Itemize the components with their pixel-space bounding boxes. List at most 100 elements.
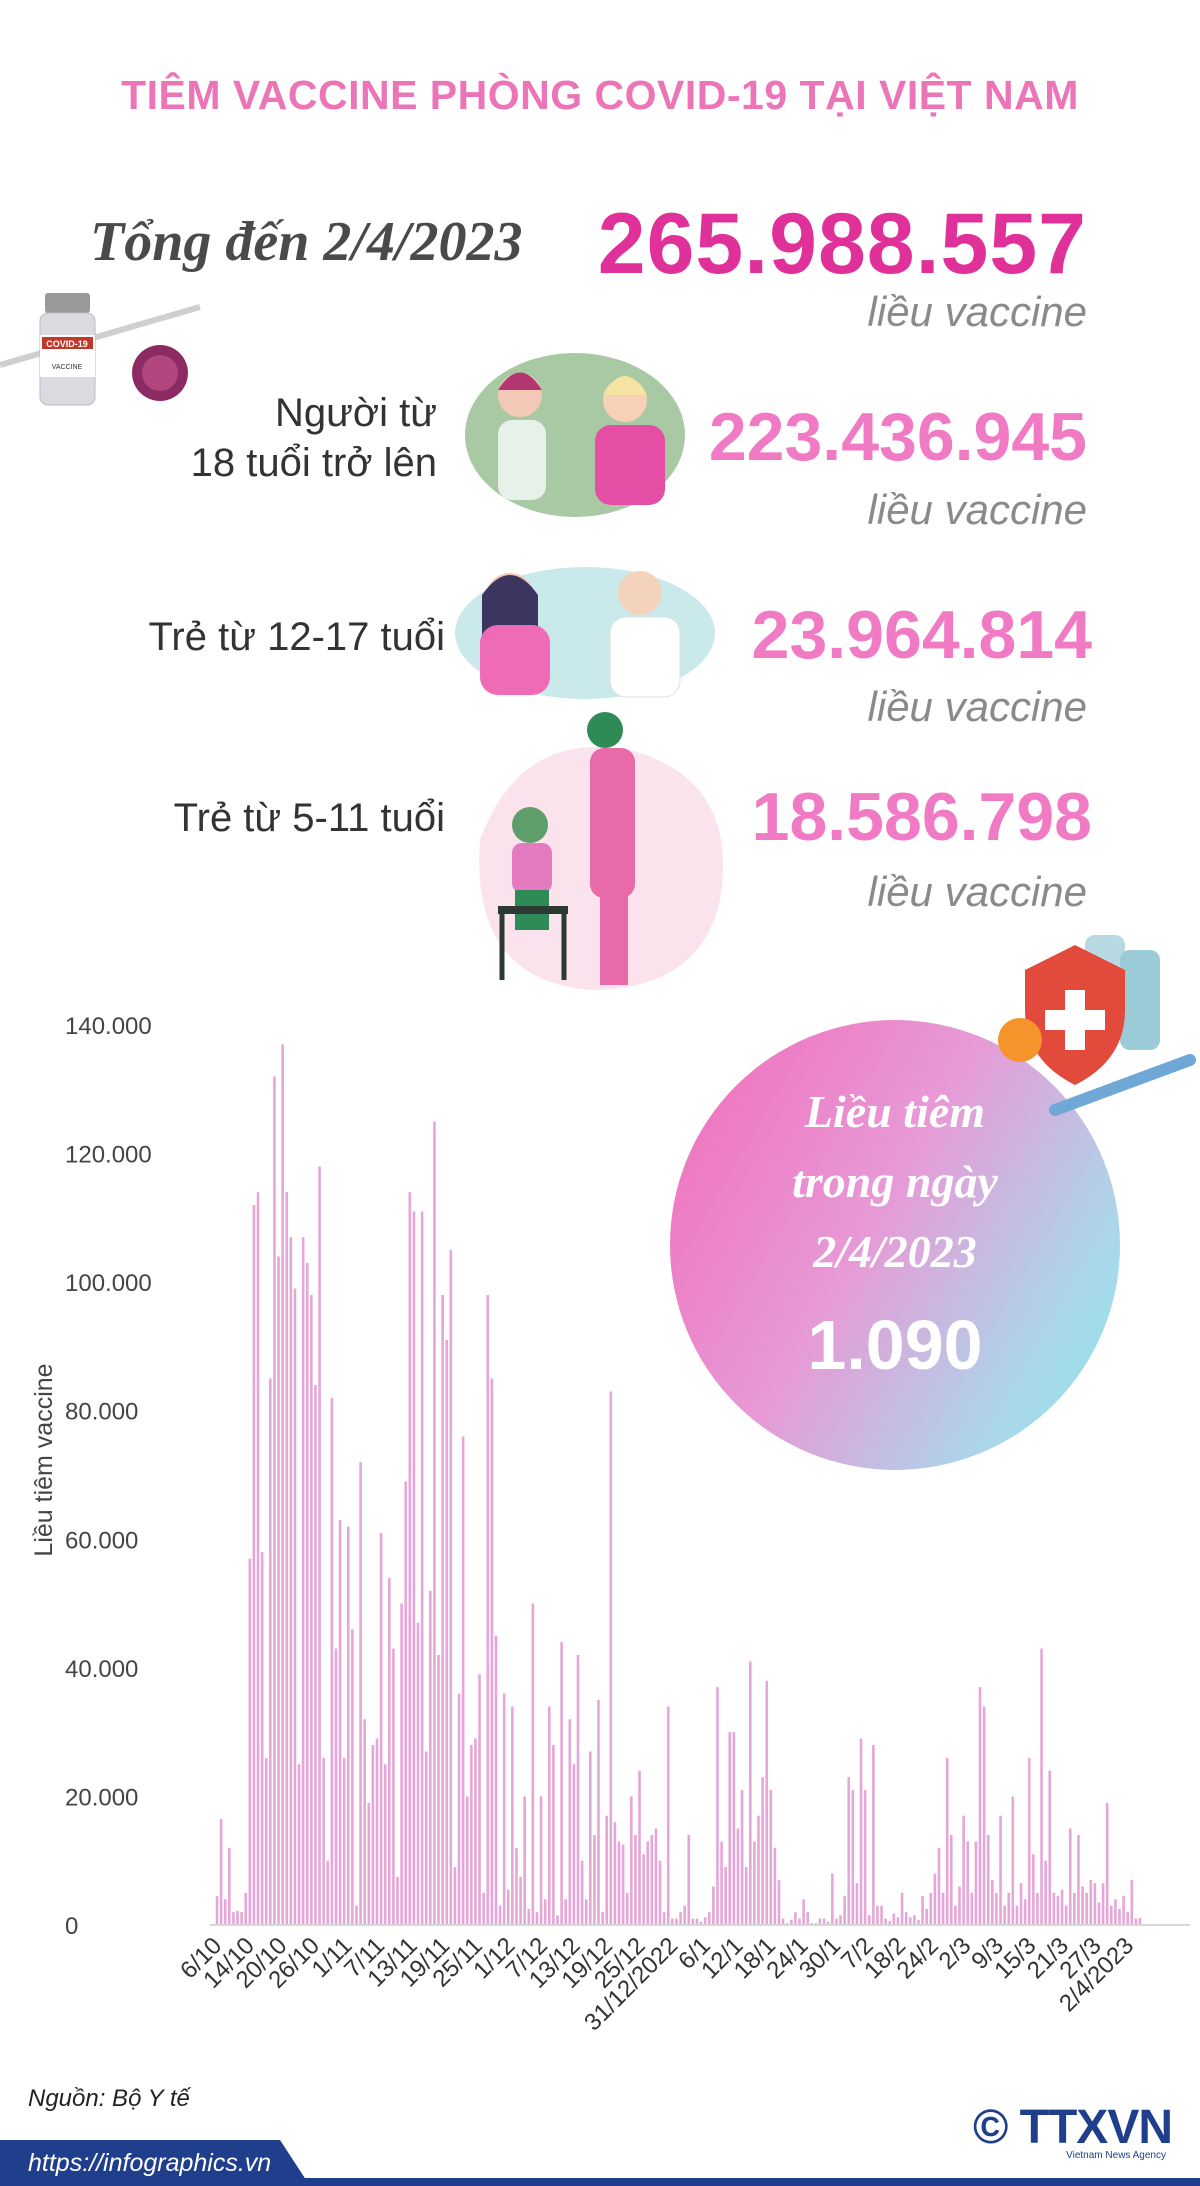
bar bbox=[962, 1815, 965, 1925]
bar bbox=[1105, 1802, 1109, 1925]
bar bbox=[941, 1892, 945, 1925]
bar bbox=[744, 1867, 748, 1925]
bar bbox=[1019, 1883, 1023, 1925]
bar bbox=[334, 1648, 338, 1925]
bar bbox=[913, 1915, 916, 1925]
website-link[interactable]: https://infographics.vn bbox=[28, 2149, 272, 2177]
group-children-label: Trẻ từ 5-11 tuổi bbox=[173, 796, 445, 840]
bar bbox=[547, 1706, 551, 1925]
bar bbox=[543, 1899, 547, 1925]
bar bbox=[712, 1886, 715, 1925]
bar bbox=[904, 1912, 908, 1925]
highlight-line1: Liều tiêm bbox=[804, 1086, 986, 1137]
bar bbox=[252, 1205, 256, 1925]
bar bbox=[699, 1921, 703, 1925]
bar bbox=[387, 1577, 391, 1925]
bar bbox=[314, 1385, 317, 1925]
bar bbox=[707, 1912, 711, 1925]
bar bbox=[531, 1603, 535, 1925]
group-adults-line2: 18 tuổi trở lên bbox=[190, 441, 437, 485]
bar bbox=[375, 1738, 379, 1925]
bar bbox=[301, 1237, 305, 1925]
bar bbox=[716, 1687, 719, 1925]
bar bbox=[474, 1738, 477, 1925]
group-teens-label: Trẻ từ 12-17 tuổi bbox=[148, 615, 445, 659]
bar bbox=[843, 1896, 846, 1925]
bar bbox=[728, 1732, 732, 1925]
bar bbox=[223, 1899, 227, 1925]
bar bbox=[609, 1391, 613, 1925]
bar bbox=[872, 1745, 875, 1925]
bar bbox=[1011, 1796, 1015, 1925]
bar bbox=[1114, 1899, 1117, 1925]
bar bbox=[822, 1918, 826, 1925]
bar bbox=[761, 1777, 764, 1925]
bar bbox=[1068, 1828, 1072, 1925]
teen-vaccination-illustration bbox=[455, 567, 715, 699]
bar bbox=[346, 1526, 350, 1925]
bar bbox=[683, 1905, 686, 1925]
bar bbox=[576, 1655, 580, 1925]
bar bbox=[1048, 1770, 1052, 1925]
highlight-line2: trong ngày bbox=[792, 1156, 998, 1207]
bar bbox=[511, 1706, 514, 1925]
bar bbox=[1052, 1892, 1056, 1925]
bar bbox=[1077, 1835, 1080, 1925]
bar bbox=[740, 1790, 744, 1925]
bar bbox=[568, 1719, 572, 1925]
y-tick-label: 20.000 bbox=[65, 1784, 138, 1811]
bar bbox=[379, 1532, 383, 1925]
bar bbox=[790, 1919, 793, 1925]
bar bbox=[412, 1211, 416, 1925]
child-vaccination-illustration bbox=[479, 712, 724, 990]
bar bbox=[986, 1835, 990, 1925]
bar bbox=[424, 1751, 428, 1925]
bar bbox=[1109, 1905, 1113, 1925]
bar bbox=[835, 1918, 838, 1925]
shield-syringe-icon bbox=[998, 935, 1196, 1116]
bar bbox=[305, 1262, 309, 1925]
bar bbox=[1003, 1905, 1006, 1925]
bar bbox=[991, 1880, 994, 1925]
bar bbox=[490, 1378, 494, 1925]
bar bbox=[777, 1880, 781, 1925]
adult-vaccination-illustration bbox=[465, 353, 685, 517]
y-tick-label: 40.000 bbox=[65, 1656, 138, 1683]
bar bbox=[847, 1777, 851, 1925]
bar bbox=[482, 1892, 485, 1925]
bar bbox=[1126, 1912, 1129, 1925]
bar bbox=[383, 1764, 387, 1925]
bar bbox=[326, 1860, 330, 1925]
bar bbox=[1101, 1883, 1105, 1925]
bar bbox=[806, 1912, 810, 1925]
total-value: 265.988.557 bbox=[597, 196, 1087, 292]
bar bbox=[654, 1828, 658, 1925]
bar bbox=[285, 1192, 289, 1925]
bar bbox=[318, 1166, 321, 1925]
bar bbox=[256, 1192, 260, 1925]
bar bbox=[589, 1751, 592, 1925]
group-adults-label: Người từ 18 tuổi trở lên bbox=[17, 388, 437, 488]
bar bbox=[556, 1915, 559, 1925]
bar bbox=[351, 1629, 354, 1925]
bar bbox=[461, 1436, 465, 1925]
bar bbox=[486, 1295, 490, 1925]
bar bbox=[523, 1796, 526, 1925]
bar bbox=[478, 1674, 481, 1925]
group-teens-value: 23.964.814 bbox=[751, 597, 1092, 673]
bar bbox=[917, 1919, 920, 1925]
bar bbox=[954, 1905, 957, 1925]
bar bbox=[293, 1288, 297, 1925]
bar bbox=[958, 1886, 961, 1925]
bar bbox=[970, 1892, 974, 1925]
bar bbox=[371, 1745, 375, 1925]
bar bbox=[552, 1745, 555, 1925]
bar bbox=[646, 1841, 650, 1925]
bar bbox=[260, 1552, 264, 1925]
bar bbox=[638, 1770, 641, 1925]
bar bbox=[867, 1915, 871, 1925]
bar bbox=[613, 1822, 617, 1925]
bar bbox=[769, 1790, 773, 1925]
bar bbox=[826, 1921, 830, 1925]
bar bbox=[978, 1687, 982, 1925]
